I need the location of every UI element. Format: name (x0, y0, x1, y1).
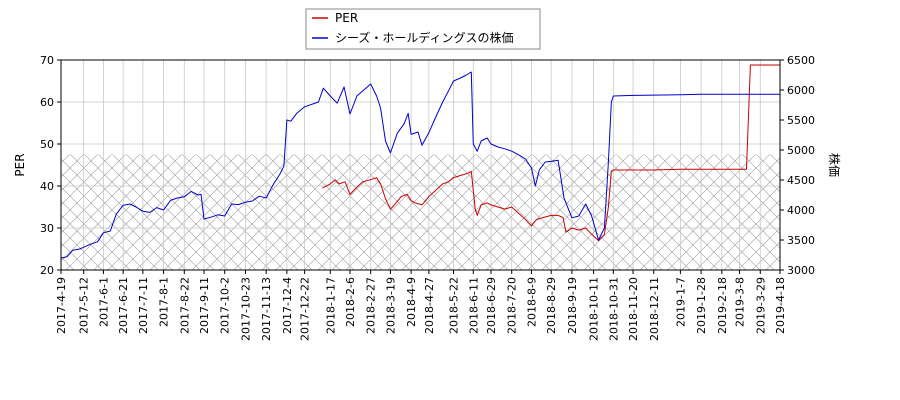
x-tick-label: 2018-10-11 (588, 277, 601, 341)
x-tick-label: 2017-8-1 (158, 277, 171, 327)
y-left-tick-label: 70 (40, 54, 54, 67)
x-tick-label: 2017-12-22 (299, 277, 312, 341)
y-left-tick-label: 30 (40, 222, 54, 235)
y-axis-right-title: 株価 (827, 153, 842, 177)
y-right-tick-label: 3000 (787, 264, 815, 277)
x-tick-label: 2018-6-29 (485, 277, 498, 334)
x-tick-label: 2018-8-29 (545, 277, 558, 334)
x-tick-label: 2018-8-9 (525, 277, 538, 327)
series-line-per (322, 64, 780, 242)
x-tick-label: 2017-12-4 (281, 277, 294, 334)
x-tick-label: 2018-5-22 (448, 277, 461, 334)
plot-frame (60, 59, 781, 271)
y-left-tick-label: 60 (40, 96, 54, 109)
x-tick-label: 2019-3-29 (754, 277, 767, 334)
x-tick-label: 2018-4-27 (423, 277, 436, 334)
series-line-stock-price (61, 71, 780, 259)
series-lines (61, 64, 780, 259)
y-right-tick-label: 4500 (787, 174, 815, 187)
x-tick-label: 2017-7-11 (137, 277, 150, 334)
y-right-tick-label: 4000 (787, 204, 815, 217)
x-tick-label: 2019-1-7 (674, 277, 687, 327)
x-tick-label: 2017-4-19 (55, 277, 68, 334)
legend-label-per: PER (335, 11, 358, 25)
x-tick-label: 2018-9-19 (566, 277, 579, 334)
legend: PER シーズ・ホールディングスの株価 (305, 8, 541, 50)
y-axis-right-ticks: 3000 3500 4000 4500 5000 5500 6000 6500 (780, 54, 815, 277)
x-tick-label: 2019-2-18 (716, 277, 729, 334)
x-tick-label: 2019-3-8 (734, 277, 747, 327)
y-right-tick-label: 6000 (787, 84, 815, 97)
x-tick-label: 2019-4-18 (774, 277, 787, 334)
y-right-tick-label: 3500 (787, 234, 815, 247)
x-tick-label: 2018-6-11 (467, 277, 480, 334)
y-left-tick-label: 40 (40, 180, 54, 193)
y-axis-left-ticks: 20 30 40 50 60 70 (40, 54, 61, 277)
x-tick-label: 2018-10-31 (607, 277, 620, 341)
legend-label-stock-price: シーズ・ホールディングスの株価 (335, 30, 514, 45)
x-tick-label: 2017-5-12 (78, 277, 91, 334)
y-right-tick-label: 5000 (787, 144, 815, 157)
x-tick-label: 2018-11-20 (627, 277, 640, 341)
x-axis-ticks: 2017-4-19 2017-5-12 2017-6-1 2017-6-21 2017-… (55, 270, 787, 341)
x-tick-label: 2017-9-11 (198, 277, 211, 334)
x-tick-label: 2018-12-11 (648, 277, 661, 341)
x-tick-label: 2018-1-17 (324, 277, 337, 334)
y-right-tick-label: 5500 (787, 114, 815, 127)
x-tick-label: 2018-2-27 (365, 277, 378, 334)
y-right-tick-label: 6500 (787, 54, 815, 67)
x-tick-label: 2019-1-28 (695, 277, 708, 334)
x-tick-label: 2018-4-9 (405, 277, 418, 327)
legend-box (305, 8, 541, 50)
x-tick-label: 2018-2-6 (344, 277, 357, 327)
hatched-band (61, 154, 780, 270)
x-tick-label: 2018-7-20 (506, 277, 519, 334)
x-tick-label: 2017-11-13 (260, 277, 273, 341)
x-tick-label: 2017-6-21 (117, 277, 130, 334)
x-tick-label: 2017-10-23 (239, 277, 252, 341)
y-axis-left-title: PER (13, 153, 27, 176)
x-tick-label: 2017-8-22 (178, 277, 191, 334)
x-tick-label: 2017-10-2 (219, 277, 232, 334)
y-left-tick-label: 50 (40, 138, 54, 151)
x-tick-label: 2018-3-19 (384, 277, 397, 334)
y-left-tick-label: 20 (40, 264, 54, 277)
x-tick-label: 2017-6-1 (97, 277, 110, 327)
